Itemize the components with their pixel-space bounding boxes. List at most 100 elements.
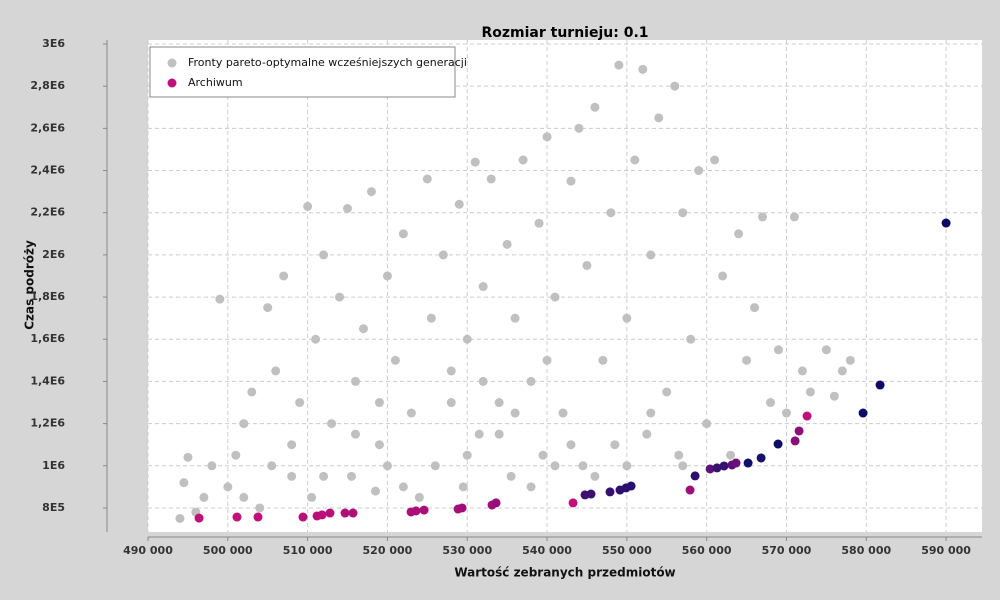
point	[941, 218, 951, 228]
point	[526, 482, 536, 492]
point	[829, 391, 839, 401]
point	[267, 461, 277, 471]
point	[462, 450, 472, 460]
point	[586, 489, 596, 499]
point	[582, 260, 592, 270]
point	[805, 387, 815, 397]
point	[494, 429, 504, 439]
point	[239, 492, 249, 502]
point	[223, 482, 233, 492]
point	[175, 514, 185, 524]
point	[642, 429, 652, 439]
point	[502, 239, 512, 249]
point	[534, 218, 544, 228]
y-axis-title: Czas podróży	[23, 240, 37, 330]
y-tick-label: 1,4E6	[30, 374, 65, 387]
point	[678, 461, 688, 471]
point	[325, 508, 335, 518]
point	[491, 498, 501, 508]
point	[454, 199, 464, 209]
point	[598, 355, 608, 365]
point	[797, 366, 807, 376]
point	[179, 478, 189, 488]
point	[566, 176, 576, 186]
x-tick-label: 550 000	[602, 544, 652, 557]
point	[821, 345, 831, 355]
point	[606, 208, 616, 218]
point	[478, 376, 488, 386]
y-tick-label: 2E6	[42, 248, 65, 261]
point	[343, 203, 353, 213]
point	[411, 506, 421, 516]
point	[646, 250, 656, 260]
point	[247, 387, 257, 397]
point	[566, 440, 576, 450]
point	[457, 503, 467, 513]
point	[605, 487, 615, 497]
y-tick-label: 2,8E6	[30, 79, 65, 92]
point	[298, 512, 308, 522]
point	[718, 271, 728, 281]
point	[374, 398, 384, 408]
point	[382, 271, 392, 281]
point	[610, 440, 620, 450]
point	[712, 463, 722, 473]
point	[578, 461, 588, 471]
legend-marker	[167, 78, 177, 88]
point	[287, 440, 297, 450]
y-tick-label: 2,4E6	[30, 164, 65, 177]
point	[742, 355, 752, 365]
point	[875, 380, 885, 390]
point	[255, 503, 265, 513]
point	[590, 102, 600, 112]
point	[845, 355, 855, 365]
x-tick-label: 590 000	[921, 544, 971, 557]
y-tick-label: 3E6	[42, 37, 65, 50]
point	[295, 398, 305, 408]
point	[183, 452, 193, 462]
point	[766, 398, 776, 408]
point	[303, 201, 313, 211]
point	[422, 174, 432, 184]
point	[406, 408, 416, 418]
point	[194, 513, 204, 523]
point	[674, 450, 684, 460]
point	[756, 453, 766, 463]
point	[351, 429, 361, 439]
point	[702, 419, 712, 429]
y-tick-label: 1,8E6	[30, 290, 65, 303]
point	[215, 294, 225, 304]
x-tick-label: 580 000	[841, 544, 891, 557]
point	[638, 64, 648, 74]
point	[670, 81, 680, 91]
point	[626, 481, 636, 491]
point	[622, 461, 632, 471]
x-tick-label: 500 000	[203, 544, 253, 557]
point	[351, 376, 361, 386]
point	[758, 212, 768, 222]
point	[426, 313, 436, 323]
point	[646, 408, 656, 418]
point	[654, 113, 664, 123]
point	[694, 166, 704, 176]
point	[705, 464, 715, 474]
point	[239, 419, 249, 429]
y-tick-label: 2,6E6	[30, 121, 65, 134]
point	[263, 303, 273, 313]
point	[574, 123, 584, 133]
point	[446, 366, 456, 376]
point	[347, 471, 357, 481]
y-tick-label: 8E5	[42, 501, 65, 514]
y-tick-label: 1E6	[42, 459, 65, 472]
point	[690, 471, 700, 481]
point	[478, 282, 488, 292]
point	[542, 132, 552, 142]
point	[470, 157, 480, 167]
x-tick-label: 520 000	[363, 544, 413, 557]
x-tick-label: 530 000	[442, 544, 492, 557]
legend-label: Archiwum	[188, 76, 243, 89]
point	[858, 408, 868, 418]
point	[743, 458, 753, 468]
point	[319, 250, 329, 260]
point	[414, 492, 424, 502]
